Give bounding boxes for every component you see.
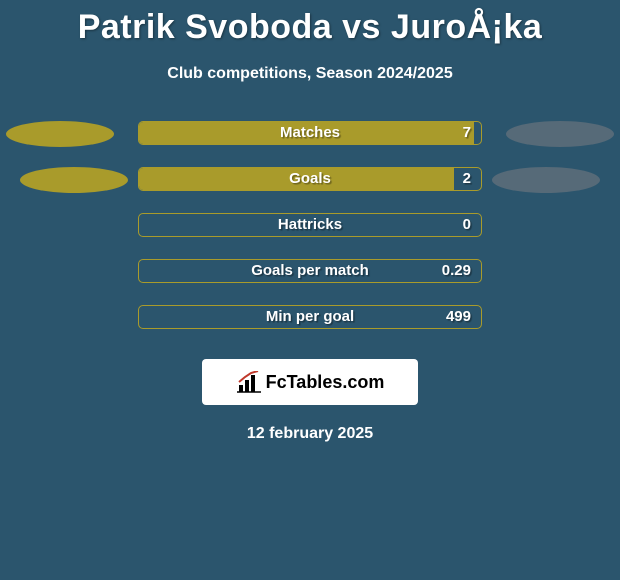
ellipse-right xyxy=(492,167,600,193)
stat-row: Matches7 xyxy=(0,111,620,157)
ellipse-left xyxy=(20,167,128,193)
logo-text: FcTables.com xyxy=(266,372,385,393)
logo-badge: FcTables.com xyxy=(202,359,418,405)
stat-bar-fill xyxy=(139,168,454,190)
stat-bar: Goals2 xyxy=(138,167,482,191)
stat-label: Hattricks xyxy=(139,216,481,233)
stat-label: Goals per match xyxy=(139,262,481,279)
stat-row: Goals2 xyxy=(0,157,620,203)
ellipse-left xyxy=(6,121,114,147)
stat-label: Min per goal xyxy=(139,308,481,325)
stat-bar: Goals per match0.29 xyxy=(138,259,482,283)
stat-value: 0.29 xyxy=(442,262,471,279)
date-label: 12 february 2025 xyxy=(0,425,620,443)
stat-bar: Matches7 xyxy=(138,121,482,145)
stat-row: Hattricks0 xyxy=(0,203,620,249)
stat-bar: Hattricks0 xyxy=(138,213,482,237)
page-title: Patrik Svoboda vs JuroÅ¡ka xyxy=(0,0,620,47)
stat-bar-fill xyxy=(139,122,474,144)
bar-chart-icon xyxy=(236,371,262,393)
page-subtitle: Club competitions, Season 2024/2025 xyxy=(0,65,620,83)
stat-bar: Min per goal499 xyxy=(138,305,482,329)
stat-value: 2 xyxy=(463,170,471,187)
stat-row: Min per goal499 xyxy=(0,295,620,341)
stat-value: 0 xyxy=(463,216,471,233)
stat-value: 499 xyxy=(446,308,471,325)
ellipse-right xyxy=(506,121,614,147)
stat-row: Goals per match0.29 xyxy=(0,249,620,295)
comparison-chart: Matches7Goals2Hattricks0Goals per match0… xyxy=(0,111,620,341)
